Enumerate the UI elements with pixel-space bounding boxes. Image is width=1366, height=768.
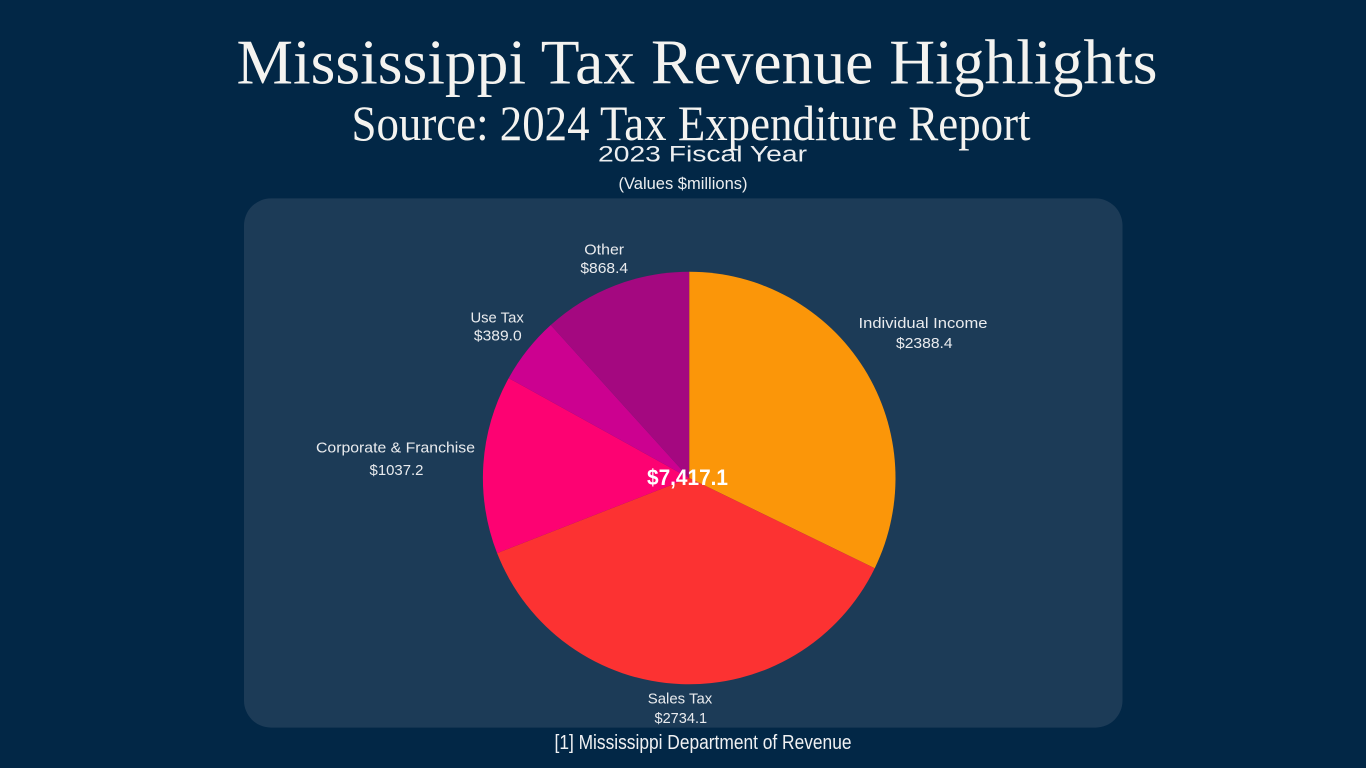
svg-text:$2388.4: $2388.4	[896, 335, 953, 352]
svg-text:[1] Mississippi Department of: [1] Mississippi Department of Revenue	[555, 732, 852, 754]
svg-text:$868.4: $868.4	[580, 260, 628, 277]
svg-text:Mississippi Tax Revenue Highli: Mississippi Tax Revenue Highlights	[237, 26, 1158, 97]
svg-text:$389.0: $389.0	[474, 327, 522, 344]
svg-text:$1037.2: $1037.2	[370, 462, 424, 479]
svg-text:Individual Income: Individual Income	[859, 315, 988, 332]
svg-text:(Values $millions): (Values $millions)	[619, 174, 748, 193]
svg-text:Other: Other	[584, 241, 624, 258]
svg-text:Source: 2024 Tax Expenditure R: Source: 2024 Tax Expenditure Report	[352, 96, 1031, 151]
svg-text:$7,417.1: $7,417.1	[647, 465, 728, 490]
svg-text:2023 Fiscal Year: 2023 Fiscal Year	[598, 142, 807, 167]
svg-text:Use Tax: Use Tax	[470, 309, 524, 326]
svg-text:Sales Tax: Sales Tax	[648, 690, 713, 707]
svg-text:$2734.1: $2734.1	[655, 710, 708, 727]
svg-text:Corporate & Franchise: Corporate & Franchise	[316, 439, 475, 456]
